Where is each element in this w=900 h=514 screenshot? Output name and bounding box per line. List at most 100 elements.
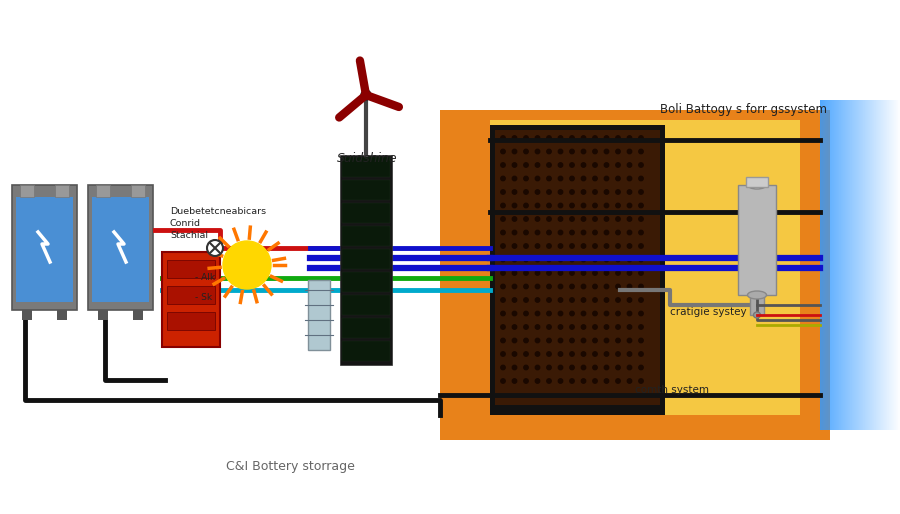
Circle shape	[639, 258, 644, 262]
Bar	[837, 100, 838, 430]
Circle shape	[581, 271, 586, 275]
Circle shape	[593, 325, 598, 329]
Bar	[838, 100, 839, 430]
Bar	[833, 100, 834, 430]
Circle shape	[500, 352, 505, 356]
Circle shape	[570, 284, 574, 289]
Bar	[342, 272, 390, 292]
Circle shape	[524, 271, 528, 275]
Circle shape	[639, 271, 644, 275]
Bar	[880, 100, 881, 430]
Circle shape	[570, 258, 574, 262]
Bar	[851, 100, 852, 430]
Circle shape	[616, 325, 620, 329]
Circle shape	[604, 136, 608, 140]
Circle shape	[547, 217, 551, 221]
Circle shape	[581, 284, 586, 289]
Bar	[12, 185, 77, 310]
Circle shape	[500, 379, 505, 383]
Circle shape	[627, 338, 632, 343]
Circle shape	[524, 338, 528, 343]
Circle shape	[616, 271, 620, 275]
Circle shape	[536, 204, 540, 208]
Circle shape	[627, 204, 632, 208]
Circle shape	[593, 271, 598, 275]
Circle shape	[547, 325, 551, 329]
Bar	[746, 177, 768, 187]
Circle shape	[570, 244, 574, 248]
Circle shape	[524, 284, 528, 289]
Bar	[863, 100, 864, 430]
Bar	[845, 100, 846, 430]
Bar	[847, 100, 848, 430]
Circle shape	[500, 311, 505, 316]
Circle shape	[512, 379, 517, 383]
Circle shape	[639, 365, 644, 370]
Bar	[866, 100, 868, 430]
Circle shape	[570, 311, 574, 316]
Circle shape	[500, 149, 505, 154]
Circle shape	[570, 163, 574, 167]
Circle shape	[604, 338, 608, 343]
Bar	[829, 100, 830, 430]
Circle shape	[512, 352, 517, 356]
Circle shape	[512, 311, 517, 316]
Ellipse shape	[748, 291, 767, 299]
Circle shape	[524, 311, 528, 316]
Circle shape	[627, 352, 632, 356]
Circle shape	[604, 325, 608, 329]
Bar	[22, 310, 32, 320]
Circle shape	[512, 244, 517, 248]
Circle shape	[581, 365, 586, 370]
Circle shape	[581, 352, 586, 356]
Circle shape	[524, 217, 528, 221]
Bar	[131, 185, 145, 197]
Bar	[88, 185, 153, 310]
Circle shape	[581, 258, 586, 262]
Bar	[862, 100, 863, 430]
Circle shape	[616, 365, 620, 370]
Circle shape	[512, 230, 517, 235]
Circle shape	[570, 352, 574, 356]
Bar	[891, 100, 892, 430]
Circle shape	[536, 352, 540, 356]
Bar	[490, 120, 800, 415]
Circle shape	[593, 298, 598, 302]
Circle shape	[524, 163, 528, 167]
Circle shape	[627, 365, 632, 370]
Bar	[878, 100, 879, 430]
Circle shape	[547, 338, 551, 343]
Bar	[342, 180, 390, 200]
Circle shape	[627, 176, 632, 181]
Circle shape	[547, 379, 551, 383]
Circle shape	[593, 149, 598, 154]
Bar	[92, 197, 149, 302]
Circle shape	[616, 176, 620, 181]
Bar	[856, 100, 857, 430]
Ellipse shape	[753, 312, 760, 318]
Bar	[841, 100, 842, 430]
Circle shape	[639, 352, 644, 356]
Circle shape	[558, 217, 562, 221]
Bar	[16, 197, 73, 302]
Bar	[872, 100, 873, 430]
Bar	[827, 100, 828, 430]
Circle shape	[581, 311, 586, 316]
Bar	[895, 100, 896, 430]
Bar	[342, 157, 390, 177]
Circle shape	[512, 204, 517, 208]
Circle shape	[639, 230, 644, 235]
Circle shape	[593, 190, 598, 194]
Bar	[342, 318, 390, 338]
Bar	[342, 295, 390, 315]
Circle shape	[558, 338, 562, 343]
Bar	[843, 100, 844, 430]
Circle shape	[616, 204, 620, 208]
Circle shape	[536, 230, 540, 235]
Circle shape	[558, 190, 562, 194]
Circle shape	[500, 136, 505, 140]
Circle shape	[512, 149, 517, 154]
Bar	[867, 100, 868, 430]
Circle shape	[616, 230, 620, 235]
Circle shape	[558, 163, 562, 167]
